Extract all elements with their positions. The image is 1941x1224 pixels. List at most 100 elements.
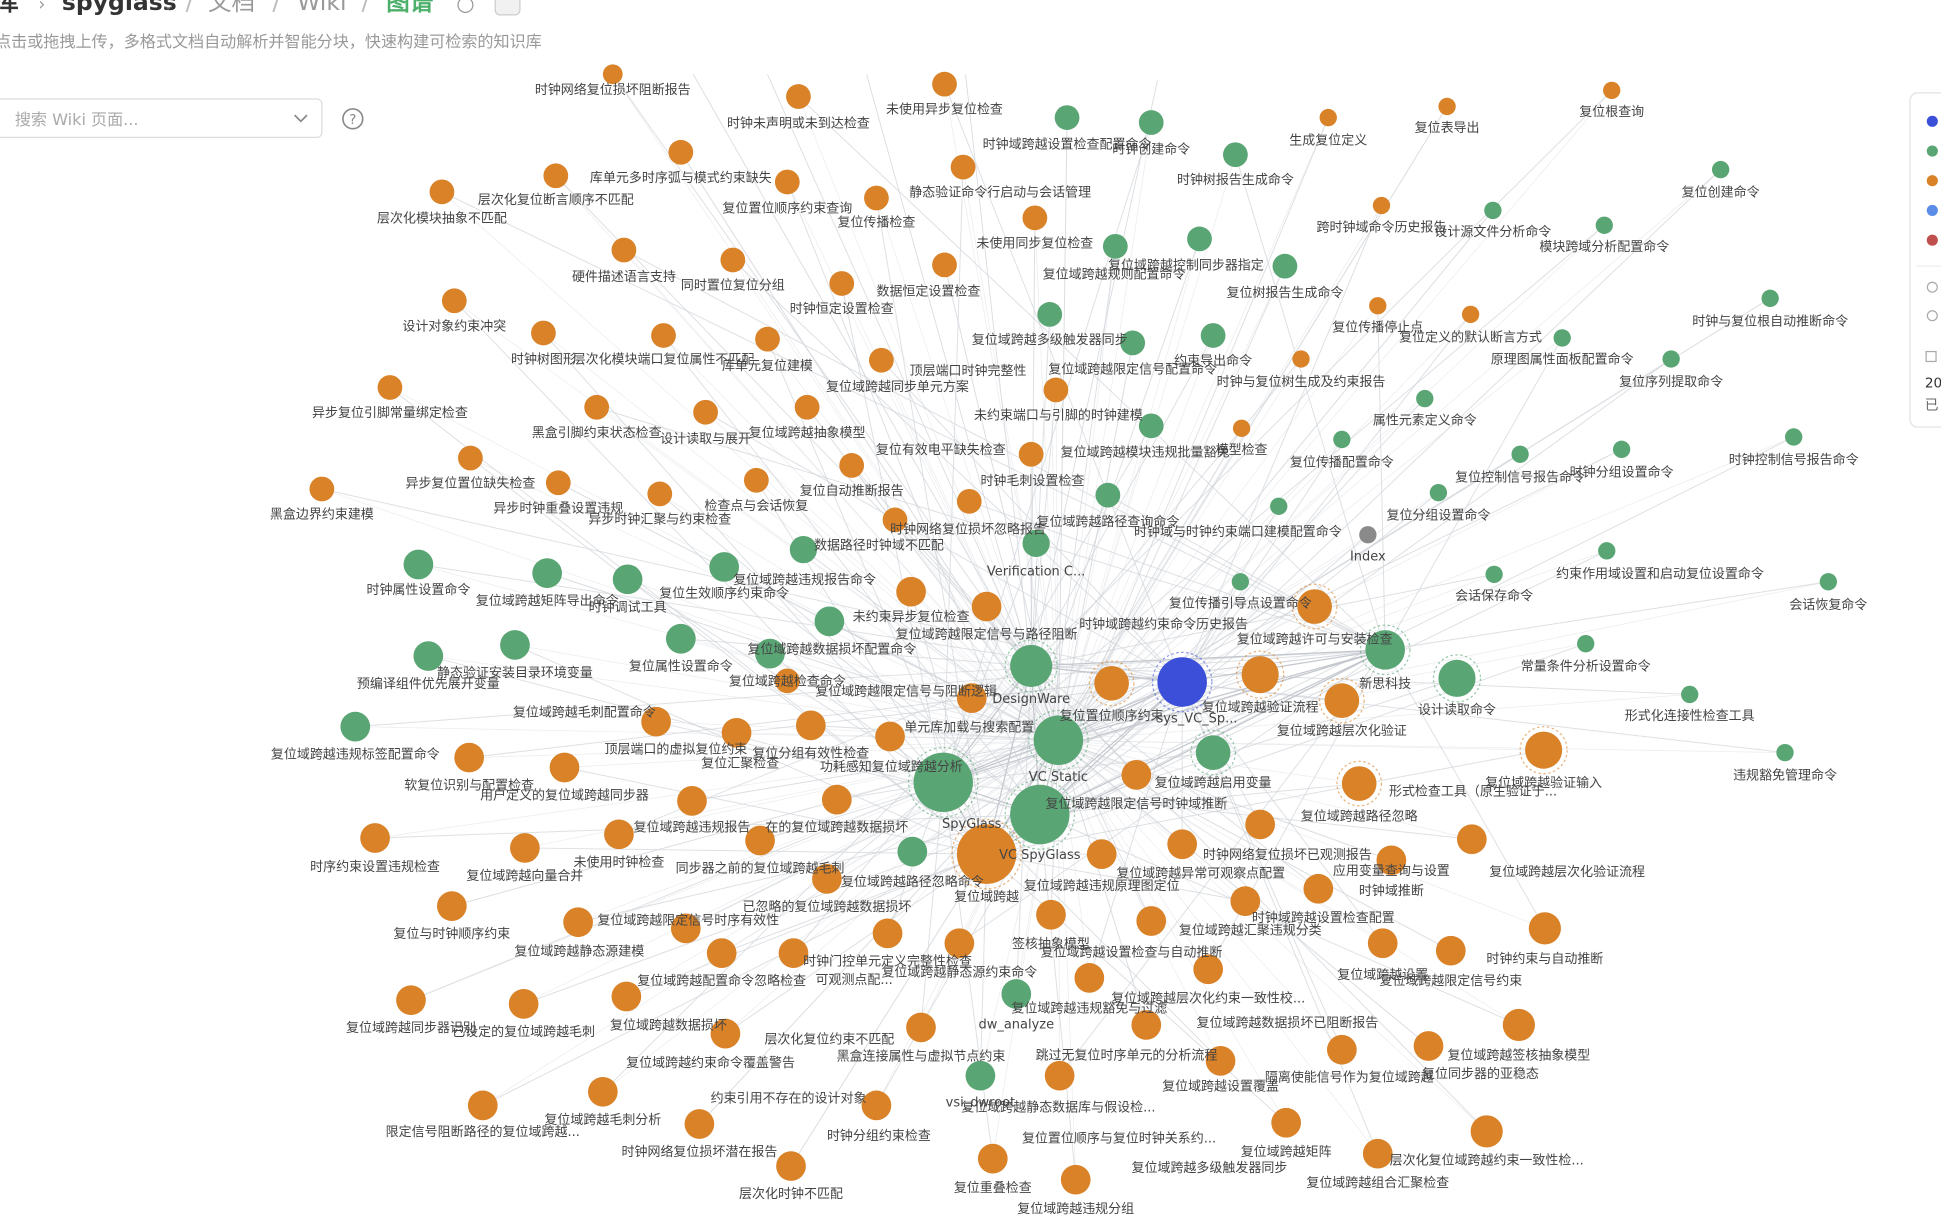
legend-dot[interactable] — [1926, 175, 1938, 187]
graph-node[interactable] — [755, 638, 785, 669]
settings-button[interactable] — [494, 0, 521, 16]
legend-dot[interactable] — [1926, 145, 1938, 157]
graph-node[interactable] — [396, 985, 426, 1016]
graph-node[interactable] — [1187, 226, 1212, 252]
graph-node[interactable] — [1001, 979, 1032, 1009]
graph-node[interactable] — [677, 786, 707, 816]
graph-node[interactable] — [1044, 1060, 1075, 1091]
graph-node[interactable] — [1043, 377, 1069, 403]
graph-node[interactable] — [413, 641, 444, 671]
graph-node[interactable] — [1232, 419, 1251, 437]
graph-node[interactable] — [1102, 233, 1128, 259]
graph-node[interactable] — [794, 394, 820, 420]
graph-node[interactable] — [1121, 760, 1152, 790]
graph-node[interactable] — [1603, 81, 1621, 100]
graph-node[interactable] — [1241, 656, 1279, 694]
graph-node[interactable] — [864, 185, 889, 211]
graph-node[interactable] — [861, 1090, 892, 1121]
graph-node[interactable] — [1231, 573, 1250, 591]
graph-node[interactable] — [429, 179, 455, 205]
graph-node[interactable] — [1528, 912, 1561, 945]
graph-node[interactable] — [1372, 196, 1391, 215]
graph-node[interactable] — [1470, 1115, 1503, 1148]
graph-node[interactable] — [1598, 542, 1616, 560]
graph-node[interactable] — [774, 668, 800, 694]
graph-node[interactable] — [778, 938, 809, 969]
graph-node[interactable] — [611, 237, 637, 263]
graph-node[interactable] — [1157, 657, 1207, 707]
graph-node[interactable] — [1297, 589, 1332, 624]
graph-node[interactable] — [665, 623, 696, 654]
graph-node[interactable] — [340, 711, 371, 742]
graph-node[interactable] — [1022, 205, 1048, 231]
graph-node[interactable] — [814, 606, 845, 637]
graph-node[interactable] — [1018, 441, 1044, 467]
graph-node[interactable] — [684, 1109, 715, 1139]
graph-node[interactable] — [1612, 440, 1631, 459]
graph-node[interactable] — [1136, 906, 1167, 936]
breadcrumb-item[interactable]: 库 — [0, 0, 19, 16]
graph-node[interactable] — [956, 488, 982, 514]
graph-node[interactable] — [1435, 935, 1466, 966]
graph-node[interactable] — [1438, 659, 1476, 697]
graph-node[interactable] — [309, 476, 335, 502]
graph-node[interactable] — [706, 938, 737, 969]
graph-node[interactable] — [932, 252, 957, 278]
dropdown-caret[interactable]: ⌄ — [162, 0, 174, 14]
graph-node[interactable] — [821, 784, 852, 815]
graph-node[interactable] — [1010, 784, 1070, 845]
graph-node[interactable] — [508, 989, 539, 1019]
graph-node[interactable] — [875, 721, 905, 752]
legend-dot[interactable] — [1926, 204, 1938, 217]
graph-node[interactable] — [872, 918, 903, 949]
breadcrumb-item[interactable]: Wiki — [297, 0, 346, 16]
graph-node[interactable] — [1577, 635, 1595, 653]
graph-node[interactable] — [1223, 142, 1248, 168]
search-box[interactable] — [0, 98, 323, 139]
graph-node[interactable] — [1416, 389, 1434, 408]
graph-node[interactable] — [932, 71, 957, 97]
graph-node[interactable] — [1681, 685, 1699, 704]
graph-node[interactable] — [965, 1060, 996, 1091]
graph-node[interactable] — [786, 84, 811, 109]
graph-node[interactable] — [500, 630, 530, 660]
help-icon[interactable] — [342, 108, 364, 130]
legend-dot[interactable] — [1926, 115, 1938, 127]
graph-node[interactable] — [1365, 630, 1405, 670]
graph-node[interactable] — [1138, 413, 1164, 439]
graph-node[interactable] — [971, 591, 1002, 622]
graph-node[interactable] — [1230, 886, 1261, 917]
graph-node[interactable] — [1341, 766, 1377, 801]
graph-node[interactable] — [531, 320, 556, 346]
graph-node[interactable] — [1785, 428, 1803, 446]
graph-node[interactable] — [532, 558, 563, 588]
graph-node[interactable] — [1138, 110, 1164, 135]
graph-node[interactable] — [1010, 644, 1053, 688]
graph-node[interactable] — [647, 481, 673, 507]
graph-node[interactable] — [1819, 573, 1838, 591]
graph-node[interactable] — [1413, 1031, 1444, 1061]
graph-node[interactable] — [611, 981, 642, 1012]
graph-node[interactable] — [977, 1143, 1008, 1174]
legend-dot[interactable] — [1926, 234, 1938, 246]
graph-node[interactable] — [1074, 963, 1105, 993]
graph-node[interactable] — [1553, 329, 1571, 347]
graph-node[interactable] — [1054, 105, 1080, 130]
graph-node[interactable] — [956, 824, 1017, 884]
graph-node[interactable] — [956, 683, 987, 714]
graph-node[interactable] — [721, 717, 752, 748]
graph-node[interactable] — [1333, 430, 1351, 449]
graph-node[interactable] — [913, 752, 973, 813]
graph-node[interactable] — [670, 913, 701, 944]
graph-node[interactable] — [693, 399, 718, 425]
locate-icon[interactable] — [1926, 281, 1938, 293]
graph-node[interactable] — [1095, 482, 1121, 508]
graph-node[interactable] — [1485, 565, 1503, 584]
graph-node[interactable] — [1662, 350, 1680, 368]
graph-node[interactable] — [710, 1018, 741, 1049]
graph-node[interactable] — [795, 710, 826, 741]
graph-node[interactable] — [549, 752, 580, 783]
graph-node[interactable] — [1595, 216, 1613, 234]
graph-node[interactable] — [1359, 526, 1377, 544]
graph-node[interactable] — [1761, 289, 1779, 307]
